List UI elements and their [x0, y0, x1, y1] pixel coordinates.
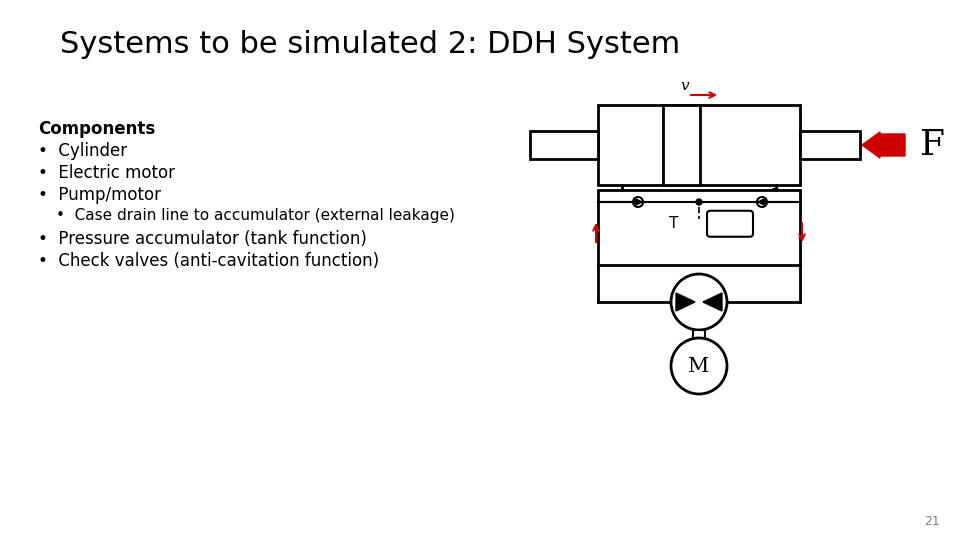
Text: •  Electric motor: • Electric motor [38, 164, 175, 182]
Text: •  Pressure accumulator (tank function): • Pressure accumulator (tank function) [38, 230, 367, 248]
Polygon shape [634, 198, 642, 206]
Text: 21: 21 [924, 515, 940, 528]
Bar [530, 131, 598, 159]
Bar [800, 131, 860, 159]
Text: v: v [681, 79, 689, 93]
Text: Systems to be simulated 2: DDH System: Systems to be simulated 2: DDH System [60, 30, 681, 59]
Text: T: T [668, 216, 678, 231]
Circle shape [633, 197, 643, 207]
Text: M: M [688, 356, 709, 375]
Circle shape [671, 338, 727, 394]
Text: B: B [771, 188, 781, 203]
Text: Components: Components [38, 120, 156, 138]
Text: •  Pump/motor: • Pump/motor [38, 186, 161, 204]
Polygon shape [676, 293, 695, 311]
Circle shape [696, 199, 702, 205]
Polygon shape [758, 198, 766, 206]
Text: A: A [617, 188, 627, 203]
Text: •  Cylinder: • Cylinder [38, 142, 127, 160]
Bar [693, 330, 705, 338]
Text: F: F [920, 128, 945, 162]
Bar [598, 190, 800, 265]
FancyBboxPatch shape [707, 211, 753, 237]
Circle shape [671, 274, 727, 330]
Bar [598, 105, 800, 185]
Circle shape [757, 197, 767, 207]
Bar [663, 105, 700, 185]
Polygon shape [703, 293, 722, 311]
FancyArrow shape [862, 132, 905, 158]
Text: •  Case drain line to accumulator (external leakage): • Case drain line to accumulator (extern… [56, 208, 455, 223]
Text: •  Check valves (anti-cavitation function): • Check valves (anti-cavitation function… [38, 252, 379, 270]
